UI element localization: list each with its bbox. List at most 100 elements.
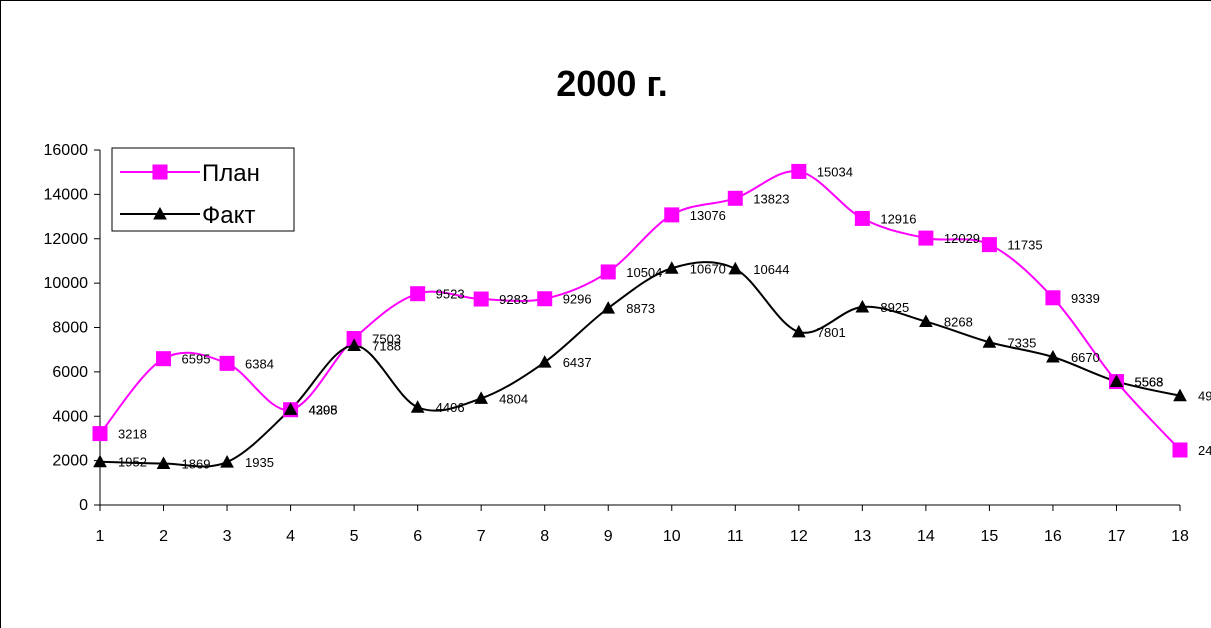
data-point [410, 400, 425, 413]
x-tick-label: 13 [853, 528, 871, 545]
data-label: 13823 [753, 191, 789, 206]
data-label: 1935 [245, 455, 274, 470]
data-point [537, 355, 552, 368]
data-point [473, 291, 489, 307]
data-label: 10644 [753, 262, 789, 277]
data-label: 2479 [1198, 443, 1211, 458]
data-point [981, 237, 997, 253]
data-label: 9283 [499, 292, 528, 307]
legend-marker [153, 206, 167, 220]
legend-label: План [202, 160, 260, 187]
x-tick-label: 12 [790, 528, 808, 545]
x-tick-label: 2 [159, 528, 168, 545]
data-point [664, 261, 679, 274]
data-label: 1869 [182, 457, 211, 472]
data-point [728, 261, 743, 275]
data-point [727, 190, 743, 206]
data-label: 4804 [499, 391, 528, 406]
data-label: 8873 [626, 301, 655, 316]
x-tick-label: 14 [917, 528, 935, 545]
data-point [1045, 290, 1061, 306]
data-point [1173, 388, 1187, 402]
data-label: 7801 [817, 325, 846, 340]
data-point [92, 426, 108, 442]
data-label: 9339 [1071, 291, 1100, 306]
data-point [791, 163, 807, 179]
y-tick-label: 12000 [44, 231, 89, 248]
data-point [156, 456, 171, 470]
y-tick-label: 0 [79, 497, 88, 514]
x-tick-label: 11 [727, 528, 744, 545]
data-point [918, 230, 934, 246]
data-label: 4295 [309, 403, 338, 418]
data-point [347, 338, 361, 352]
data-label: 1952 [118, 455, 147, 470]
data-label: 4925 [1198, 389, 1211, 404]
x-tick-label: 3 [223, 528, 232, 545]
data-label: 7503 [372, 332, 401, 347]
data-point [220, 455, 234, 468]
data-label: 6670 [1071, 350, 1100, 365]
y-tick-label: 4000 [52, 408, 88, 425]
y-tick-label: 8000 [52, 320, 88, 337]
data-label: 6437 [563, 355, 592, 370]
data-point [854, 210, 870, 226]
data-label: 6384 [245, 356, 274, 371]
data-point [219, 355, 235, 371]
data-point [601, 301, 616, 314]
data-label: 7188 [372, 339, 401, 354]
x-tick-label: 1 [96, 528, 105, 545]
y-tick-label: 6000 [52, 364, 88, 381]
x-tick-label: 16 [1044, 528, 1062, 545]
data-point [1109, 374, 1124, 387]
legend-label: Факт [202, 202, 255, 229]
data-label: 11735 [1007, 238, 1042, 253]
legend-marker [152, 164, 168, 180]
data-label: 13076 [690, 208, 726, 223]
data-point [982, 335, 997, 348]
legend-box [111, 147, 295, 232]
data-label: 6595 [182, 352, 211, 367]
series-line-plan [99, 170, 1181, 451]
y-tick-label: 2000 [52, 453, 88, 470]
x-tick-label: 17 [1108, 528, 1126, 545]
data-point [664, 207, 680, 223]
data-label: 7335 [1007, 335, 1036, 350]
data-label: 12916 [880, 211, 916, 226]
x-tick-label: 6 [413, 528, 422, 545]
x-tick-label: 7 [477, 528, 486, 545]
data-label: 15034 [817, 164, 853, 179]
data-label: 8925 [880, 300, 909, 315]
data-point [537, 291, 553, 307]
data-label: 4308 [309, 402, 338, 417]
data-label: 5568 [1134, 374, 1163, 389]
x-tick-label: 18 [1171, 528, 1189, 545]
y-tick-label: 10000 [44, 275, 89, 292]
data-point [919, 314, 933, 328]
x-tick-label: 8 [540, 528, 549, 545]
data-point [474, 391, 489, 404]
data-label: 9523 [436, 287, 465, 302]
x-tick-label: 15 [981, 528, 999, 545]
y-tick-label: 14000 [44, 186, 89, 203]
data-label: 10504 [626, 265, 662, 280]
y-tick-label: 16000 [44, 142, 89, 159]
data-label: 10670 [690, 261, 726, 276]
x-tick-label: 4 [286, 528, 295, 545]
data-label: 8268 [944, 315, 973, 330]
data-point [156, 351, 172, 367]
data-point [600, 264, 616, 280]
data-label: 4406 [436, 400, 465, 415]
legend: План Факт [111, 147, 295, 232]
x-tick-label: 5 [350, 528, 359, 545]
data-point [410, 286, 426, 302]
data-label: 3218 [118, 427, 147, 442]
chart-title: 2000 г. [556, 63, 667, 104]
data-label: 9296 [563, 292, 592, 307]
data-point [283, 402, 298, 415]
x-tick-label: 10 [663, 528, 681, 545]
x-tick-label: 9 [604, 528, 613, 545]
